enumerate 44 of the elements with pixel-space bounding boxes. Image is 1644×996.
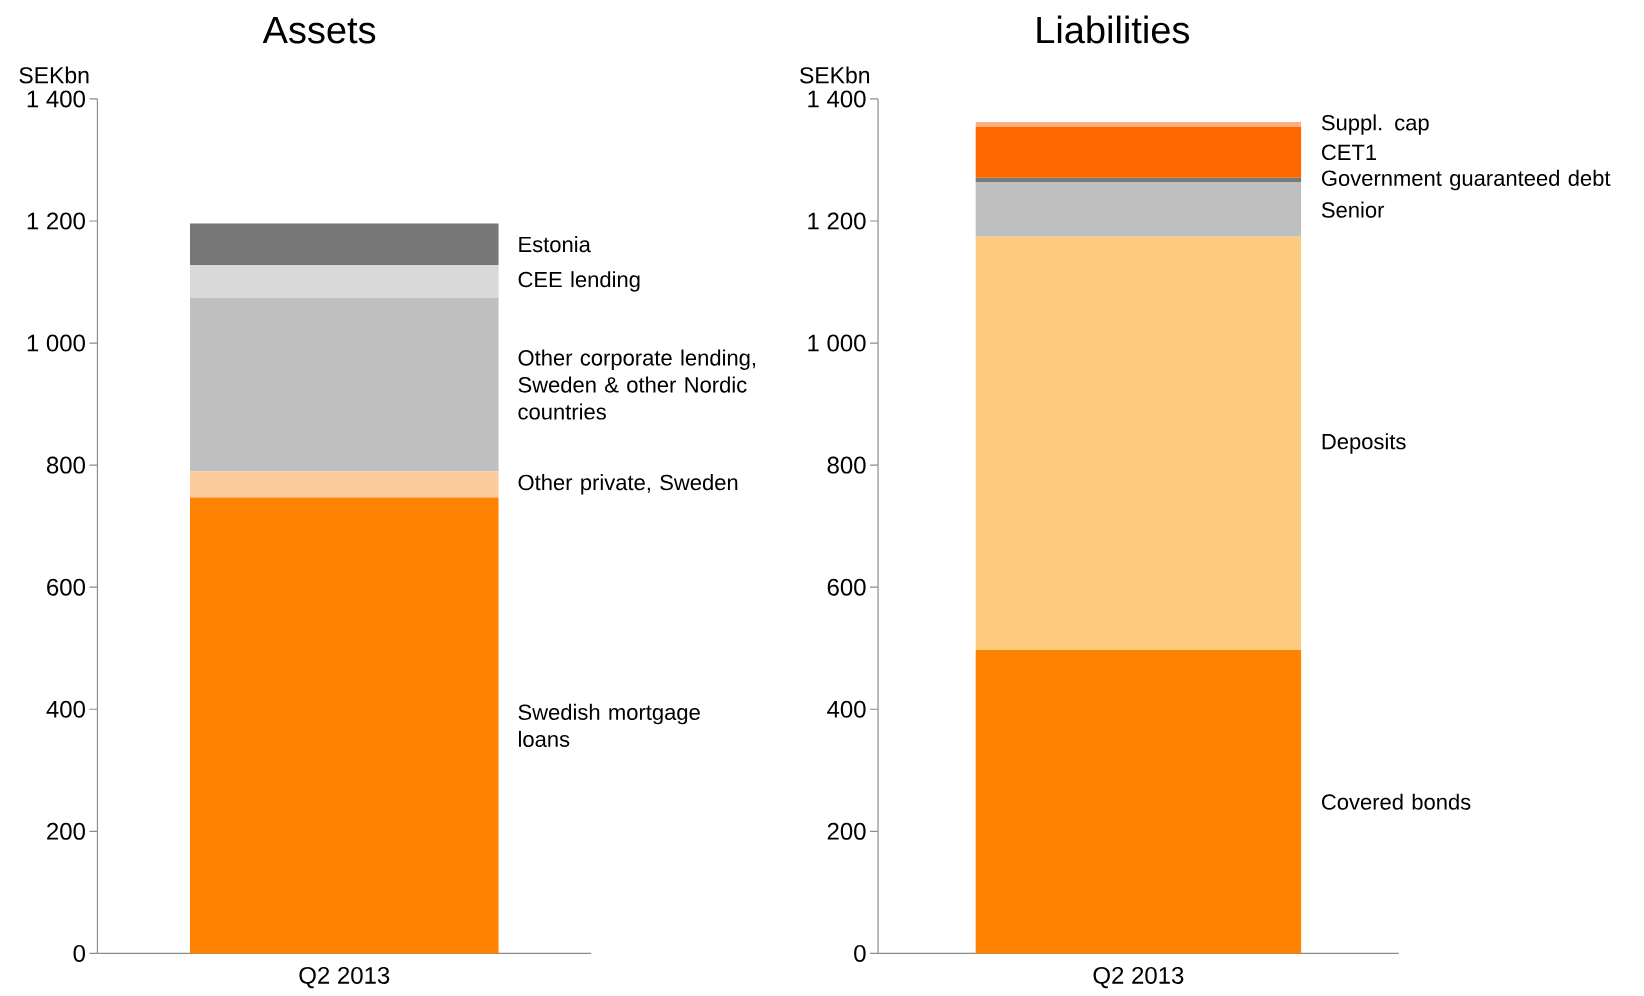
series-label: Covered bonds xyxy=(1322,793,1471,810)
chart-title: Liabilities xyxy=(1037,15,1190,44)
y-tick-label: 0 xyxy=(854,944,866,962)
y-tick-label: 600 xyxy=(827,578,866,596)
bar xyxy=(190,297,499,472)
y-axis-title: SEKbn xyxy=(800,66,870,84)
bar xyxy=(975,236,1302,650)
y-tick-label: 600 xyxy=(47,578,85,596)
series-label: CET1 xyxy=(1322,144,1377,160)
chart-title: Assets xyxy=(262,16,376,44)
y-axis-title: SEKbn xyxy=(19,66,89,84)
bar xyxy=(190,264,499,298)
y-tick-label: 800 xyxy=(827,456,866,474)
series-label: Suppl. cap xyxy=(1321,114,1429,135)
bar xyxy=(975,121,1302,127)
y-tick-label: 1 000 xyxy=(27,334,85,352)
series-label: Estonia xyxy=(519,235,591,253)
series-label: Senior xyxy=(1321,201,1385,218)
series-label: Other corporate lending, Sweden & other Nordic countries xyxy=(518,349,756,420)
y-tick-label: 0 xyxy=(73,944,85,962)
bar xyxy=(975,182,1302,237)
y-tick-label: 1 200 xyxy=(27,212,85,230)
y-tick-label: 200 xyxy=(827,822,866,840)
y-tick-label: 400 xyxy=(46,700,85,718)
y-tick-label: 200 xyxy=(47,822,85,840)
y-tick-label: 800 xyxy=(46,456,85,474)
series-label: Swedish mortgage loans xyxy=(518,703,700,747)
series-label: Other private, Sweden xyxy=(518,473,738,495)
bar xyxy=(975,126,1302,178)
bar xyxy=(190,471,499,498)
series-label: Deposits xyxy=(1322,433,1406,454)
bar xyxy=(975,177,1302,183)
bar xyxy=(190,223,499,265)
x-tick-label: Q2 2013 xyxy=(1093,966,1184,988)
series-label: Government guaranteed debt xyxy=(1322,169,1611,191)
y-tick-label: 1 400 xyxy=(27,90,85,108)
x-tick-label: Q2 2013 xyxy=(299,966,390,988)
y-tick-label: 1 400 xyxy=(808,90,866,108)
bar xyxy=(975,649,1302,954)
bar xyxy=(190,497,499,954)
y-tick-label: 1 000 xyxy=(808,334,866,352)
y-tick-label: 1 200 xyxy=(808,212,866,230)
series-label: CEE lending xyxy=(518,270,640,292)
y-tick-label: 400 xyxy=(827,700,866,718)
